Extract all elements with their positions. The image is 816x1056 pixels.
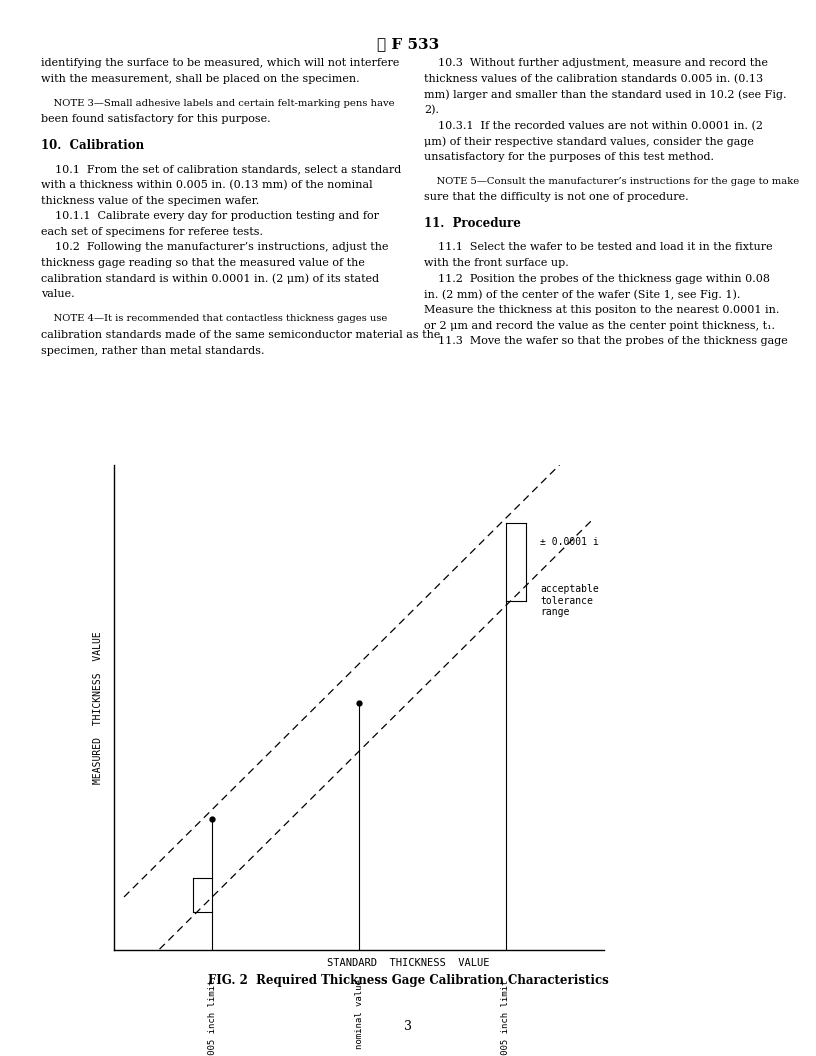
Text: with the measurement, shall be placed on the specimen.: with the measurement, shall be placed on… [41,74,359,83]
Text: mm) larger and smaller than the standard used in 10.2 (see Fig.: mm) larger and smaller than the standard… [424,90,787,100]
Text: unsatisfactory for the purposes of this test method.: unsatisfactory for the purposes of this … [424,152,714,162]
Text: identifying the surface to be measured, which will not interfere: identifying the surface to be measured, … [41,58,399,68]
Text: Measure the thickness at this positon to the nearest 0.0001 in.: Measure the thickness at this positon to… [424,305,780,315]
Text: 2).: 2). [424,105,439,115]
Text: 10.3  Without further adjustment, measure and record the: 10.3 Without further adjustment, measure… [424,58,769,68]
Text: sure that the difficulty is not one of procedure.: sure that the difficulty is not one of p… [424,192,689,203]
Text: calibration standard is within 0.0001 in. (2 μm) of its stated: calibration standard is within 0.0001 in… [41,274,379,284]
Text: NOTE 4—It is recommended that contactless thickness gages use: NOTE 4—It is recommended that contactles… [41,315,387,323]
Text: thickness value of the specimen wafer.: thickness value of the specimen wafer. [41,195,259,206]
Text: STANDARD  THICKNESS  VALUE: STANDARD THICKNESS VALUE [326,958,490,967]
Text: 10.  Calibration: 10. Calibration [41,139,144,152]
Text: 11.  Procedure: 11. Procedure [424,218,521,230]
Text: NOTE 3—Small adhesive labels and certain felt-marking pens have: NOTE 3—Small adhesive labels and certain… [41,98,394,108]
Text: value.: value. [41,289,74,300]
Text: with the front surface up.: with the front surface up. [424,258,569,268]
Text: calibration standards made of the same semiconductor material as the: calibration standards made of the same s… [41,331,440,340]
Y-axis label: MEASURED  THICKNESS  VALUE: MEASURED THICKNESS VALUE [93,631,103,784]
Text: 10.1  From the set of calibration standards, select a standard: 10.1 From the set of calibration standar… [41,165,401,174]
Text: FIG. 2  Required Thickness Gage Calibration Characteristics: FIG. 2 Required Thickness Gage Calibrati… [207,974,609,986]
Text: 11.2  Position the probes of the thickness gage within 0.08: 11.2 Position the probes of the thicknes… [424,274,770,284]
Text: NOTE 5—Consult the manufacturer’s instructions for the gage to make: NOTE 5—Consult the manufacturer’s instru… [424,176,800,186]
Text: 10.1.1  Calibrate every day for production testing and for: 10.1.1 Calibrate every day for productio… [41,211,379,222]
Text: nominal value: nominal value [354,980,364,1050]
Text: acceptable
tolerance
range: acceptable tolerance range [540,584,599,618]
Text: 11.3  Move the wafer so that the probes of the thickness gage: 11.3 Move the wafer so that the probes o… [424,336,788,346]
Text: 10.3.1  If the recorded values are not within 0.0001 in. (2: 10.3.1 If the recorded values are not wi… [424,120,763,131]
Text: been found satisfactory for this purpose.: been found satisfactory for this purpose… [41,114,270,125]
Text: specimen, rather than metal standards.: specimen, rather than metal standards. [41,345,264,356]
Text: μm) of their respective standard values, consider the gage: μm) of their respective standard values,… [424,136,754,147]
Text: ± 0.0001 i: ± 0.0001 i [540,538,599,547]
Text: 3: 3 [404,1020,412,1033]
Text: 11.1  Select the wafer to be tested and load it in the fixture: 11.1 Select the wafer to be tested and l… [424,243,773,252]
Text: thickness gage reading so that the measured value of the: thickness gage reading so that the measu… [41,258,365,268]
Text: with a thickness within 0.005 in. (0.13 mm) of the nominal: with a thickness within 0.005 in. (0.13 … [41,180,372,190]
Text: thickness values of the calibration standards 0.005 in. (0.13: thickness values of the calibration stan… [424,74,764,84]
Text: 10.2  Following the manufacturer’s instructions, adjust the: 10.2 Following the manufacturer’s instru… [41,243,388,252]
Text: +0.005 inch limit: +0.005 inch limit [501,980,511,1056]
Text: Ⓟ F 533: Ⓟ F 533 [377,37,439,51]
Text: each set of specimens for referee tests.: each set of specimens for referee tests. [41,227,263,237]
Text: -0.005 inch limit: -0.005 inch limit [207,980,217,1056]
Text: in. (2 mm) of the center of the wafer (Site 1, see Fig. 1).: in. (2 mm) of the center of the wafer (S… [424,289,741,300]
Text: or 2 μm and record the value as the center point thickness, t₁.: or 2 μm and record the value as the cent… [424,321,775,331]
